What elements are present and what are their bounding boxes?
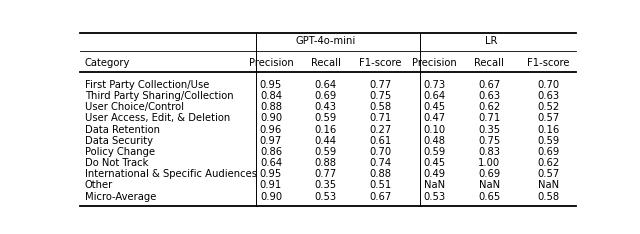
- Text: 0.70: 0.70: [538, 80, 560, 90]
- Text: User Access, Edit, & Deletion: User Access, Edit, & Deletion: [85, 113, 230, 123]
- Text: Micro-Average: Micro-Average: [85, 192, 156, 201]
- Text: 0.44: 0.44: [314, 136, 337, 146]
- Text: 0.95: 0.95: [260, 80, 282, 90]
- Text: 0.88: 0.88: [314, 158, 337, 168]
- Text: 0.58: 0.58: [538, 192, 560, 201]
- Text: Recall: Recall: [474, 58, 504, 68]
- Text: Precision: Precision: [248, 58, 293, 68]
- Text: 0.95: 0.95: [260, 169, 282, 179]
- Text: F1-score: F1-score: [527, 58, 570, 68]
- Text: NaN: NaN: [424, 180, 445, 190]
- Text: NaN: NaN: [479, 180, 500, 190]
- Text: 0.64: 0.64: [260, 158, 282, 168]
- Text: 0.71: 0.71: [369, 113, 391, 123]
- Text: 0.73: 0.73: [424, 80, 445, 90]
- Text: 0.10: 0.10: [424, 124, 445, 135]
- Text: Data Security: Data Security: [85, 136, 153, 146]
- Text: 0.67: 0.67: [369, 192, 391, 201]
- Text: 0.59: 0.59: [538, 136, 560, 146]
- Text: Recall: Recall: [310, 58, 340, 68]
- Text: 0.91: 0.91: [260, 180, 282, 190]
- Text: Third Party Sharing/Collection: Third Party Sharing/Collection: [85, 91, 234, 101]
- Text: 0.71: 0.71: [478, 113, 500, 123]
- Text: GPT-4o-mini: GPT-4o-mini: [296, 36, 356, 46]
- Text: 0.16: 0.16: [538, 124, 560, 135]
- Text: 0.67: 0.67: [478, 80, 500, 90]
- Text: 0.49: 0.49: [424, 169, 445, 179]
- Text: 0.74: 0.74: [369, 158, 391, 168]
- Text: Data Retention: Data Retention: [85, 124, 160, 135]
- Text: 0.53: 0.53: [314, 192, 337, 201]
- Text: 0.88: 0.88: [260, 102, 282, 112]
- Text: Do Not Track: Do Not Track: [85, 158, 148, 168]
- Text: 0.43: 0.43: [314, 102, 337, 112]
- Text: Policy Change: Policy Change: [85, 147, 155, 157]
- Text: 0.59: 0.59: [424, 147, 446, 157]
- Text: 0.16: 0.16: [314, 124, 337, 135]
- Text: First Party Collection/Use: First Party Collection/Use: [85, 80, 209, 90]
- Text: 0.69: 0.69: [538, 147, 560, 157]
- Text: 0.64: 0.64: [424, 91, 445, 101]
- Text: 0.57: 0.57: [538, 169, 560, 179]
- Text: 0.90: 0.90: [260, 192, 282, 201]
- Text: User Choice/Control: User Choice/Control: [85, 102, 184, 112]
- Text: 0.96: 0.96: [260, 124, 282, 135]
- Text: 0.51: 0.51: [369, 180, 391, 190]
- Text: 0.65: 0.65: [478, 192, 500, 201]
- Text: 0.47: 0.47: [424, 113, 445, 123]
- Text: 0.84: 0.84: [260, 91, 282, 101]
- Text: LR: LR: [486, 36, 498, 46]
- Text: 0.62: 0.62: [538, 158, 560, 168]
- Text: 0.45: 0.45: [424, 158, 445, 168]
- Text: 0.69: 0.69: [314, 91, 337, 101]
- Text: 0.77: 0.77: [369, 80, 391, 90]
- Text: 0.48: 0.48: [424, 136, 445, 146]
- Text: Other: Other: [85, 180, 113, 190]
- Text: 0.58: 0.58: [369, 102, 391, 112]
- Text: 0.69: 0.69: [478, 169, 500, 179]
- Text: 0.64: 0.64: [314, 80, 337, 90]
- Text: 0.53: 0.53: [424, 192, 445, 201]
- Text: NaN: NaN: [538, 180, 559, 190]
- Text: Category: Category: [85, 58, 131, 68]
- Text: 0.63: 0.63: [478, 91, 500, 101]
- Text: Precision: Precision: [412, 58, 457, 68]
- Text: 0.83: 0.83: [478, 147, 500, 157]
- Text: 1.00: 1.00: [478, 158, 500, 168]
- Text: 0.97: 0.97: [260, 136, 282, 146]
- Text: 0.77: 0.77: [314, 169, 337, 179]
- Text: F1-score: F1-score: [359, 58, 401, 68]
- Text: 0.70: 0.70: [369, 147, 391, 157]
- Text: 0.59: 0.59: [314, 113, 337, 123]
- Text: 0.75: 0.75: [369, 91, 391, 101]
- Text: 0.90: 0.90: [260, 113, 282, 123]
- Text: 0.35: 0.35: [478, 124, 500, 135]
- Text: 0.35: 0.35: [314, 180, 337, 190]
- Text: 0.45: 0.45: [424, 102, 445, 112]
- Text: 0.75: 0.75: [478, 136, 500, 146]
- Text: 0.59: 0.59: [314, 147, 337, 157]
- Text: 0.61: 0.61: [369, 136, 391, 146]
- Text: 0.88: 0.88: [369, 169, 391, 179]
- Text: 0.27: 0.27: [369, 124, 391, 135]
- Text: 0.63: 0.63: [538, 91, 560, 101]
- Text: International & Specific Audiences: International & Specific Audiences: [85, 169, 257, 179]
- Text: 0.86: 0.86: [260, 147, 282, 157]
- Text: 0.52: 0.52: [538, 102, 560, 112]
- Text: 0.57: 0.57: [538, 113, 560, 123]
- Text: 0.62: 0.62: [478, 102, 500, 112]
